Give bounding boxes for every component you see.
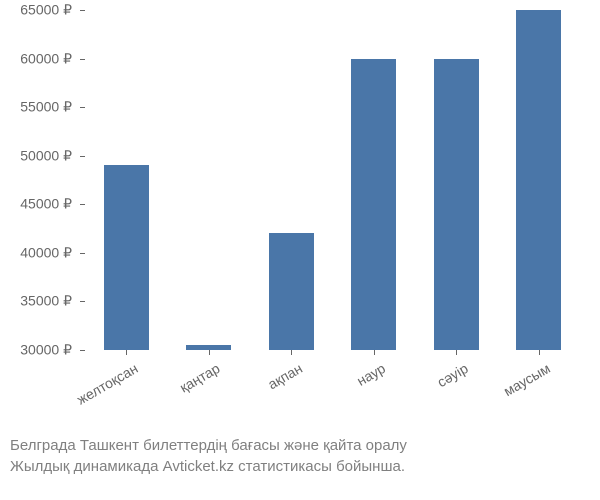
bar <box>516 10 561 350</box>
y-tick-label: 50000 ₽ <box>20 147 72 164</box>
x-axis: желтоқсанқаңтарақпаннаурсәуірмаусым <box>85 350 580 420</box>
x-tick-mark <box>539 350 540 355</box>
bar <box>434 59 479 350</box>
x-tick-label: желтоқсан <box>74 360 140 408</box>
caption-line-2: Жылдық динамикада Avticket.kz статистика… <box>10 456 407 477</box>
bar <box>269 233 314 350</box>
x-tick-mark <box>374 350 375 355</box>
plot-area <box>85 10 580 350</box>
price-chart: 30000 ₽ 35000 ₽ 40000 ₽ 45000 ₽ 50000 ₽ 55000… <box>0 0 600 420</box>
x-tick-mark <box>456 350 457 355</box>
bar <box>351 59 396 350</box>
x-tick-label: ақпан <box>265 360 305 392</box>
caption-line-1: Белграда Ташкент билеттердің бағасы және… <box>10 435 407 456</box>
y-tick-label: 60000 ₽ <box>20 50 72 67</box>
y-tick-label: 30000 ₽ <box>20 342 72 359</box>
y-tick-label: 65000 ₽ <box>20 2 72 19</box>
chart-caption: Белграда Ташкент билеттердің бағасы және… <box>10 435 407 477</box>
x-tick-mark <box>209 350 210 355</box>
y-tick-label: 55000 ₽ <box>20 99 72 116</box>
x-tick-label: наур <box>354 360 388 389</box>
bar <box>104 165 149 350</box>
x-tick-label: маусым <box>501 360 553 399</box>
bars-group <box>85 10 580 350</box>
y-axis: 30000 ₽35000 ₽40000 ₽45000 ₽50000 ₽55000… <box>0 10 80 350</box>
x-tick-label: қаңтар <box>177 360 223 396</box>
x-tick-mark <box>291 350 292 355</box>
y-tick-label: 45000 ₽ <box>20 196 72 213</box>
x-tick-label: сәуір <box>434 360 470 390</box>
y-tick-label: 40000 ₽ <box>20 244 72 261</box>
x-tick-mark <box>126 350 127 355</box>
y-tick-label: 35000 ₽ <box>20 293 72 310</box>
